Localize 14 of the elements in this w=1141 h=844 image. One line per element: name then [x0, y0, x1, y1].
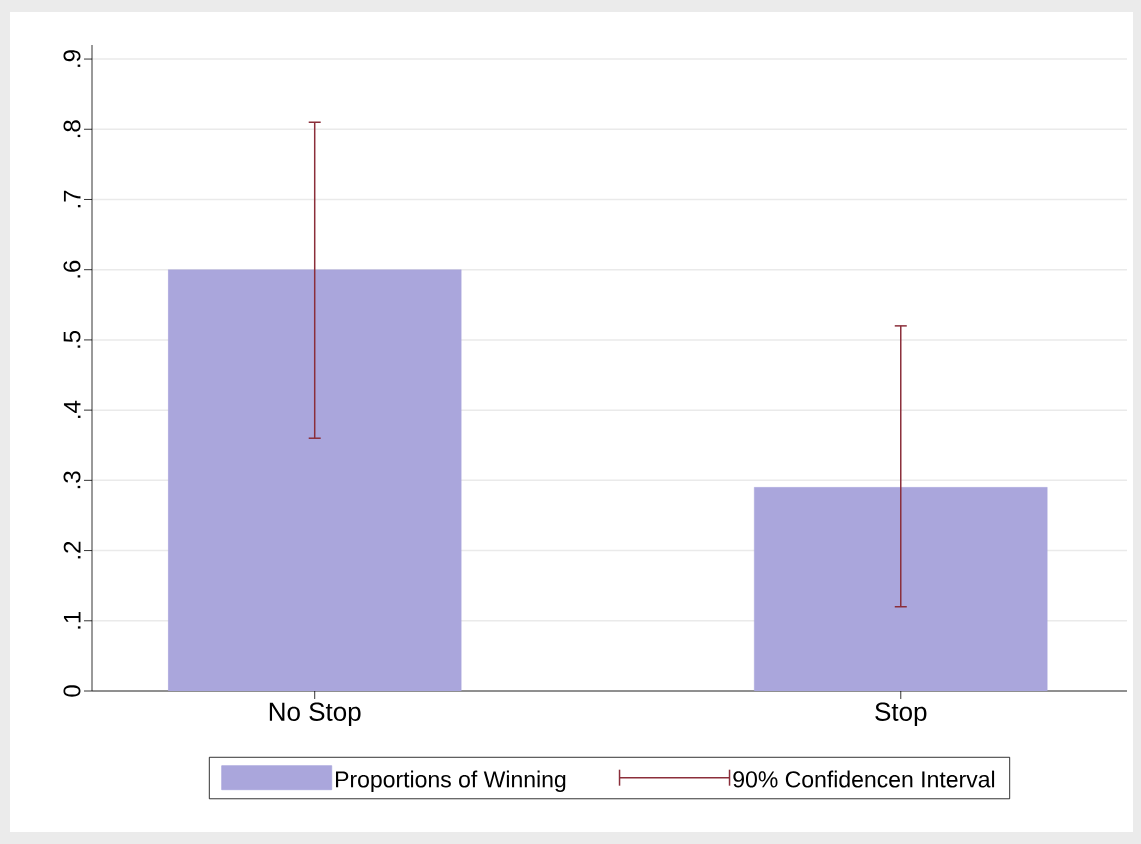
x-tick-label: Stop	[875, 702, 927, 727]
y-tick-label: .4	[63, 400, 81, 418]
y-tick-label: .1	[63, 611, 81, 629]
legend-label: Proportions of Winning	[335, 770, 566, 793]
y-tick-label: 0	[63, 685, 81, 697]
y-tick-label: .2	[63, 541, 81, 559]
text: 90% Confidencen Interval	[733, 770, 995, 788]
y-tick-label: .7	[63, 190, 81, 208]
y-tick-label: .5	[63, 330, 81, 348]
y-tick-label: .8	[63, 120, 81, 138]
x-tick-label: No Stop	[269, 702, 361, 727]
y-tick-label: .9	[63, 50, 81, 67]
y-tick-label: .3	[63, 471, 81, 489]
y-tick-label: .6	[63, 260, 81, 278]
